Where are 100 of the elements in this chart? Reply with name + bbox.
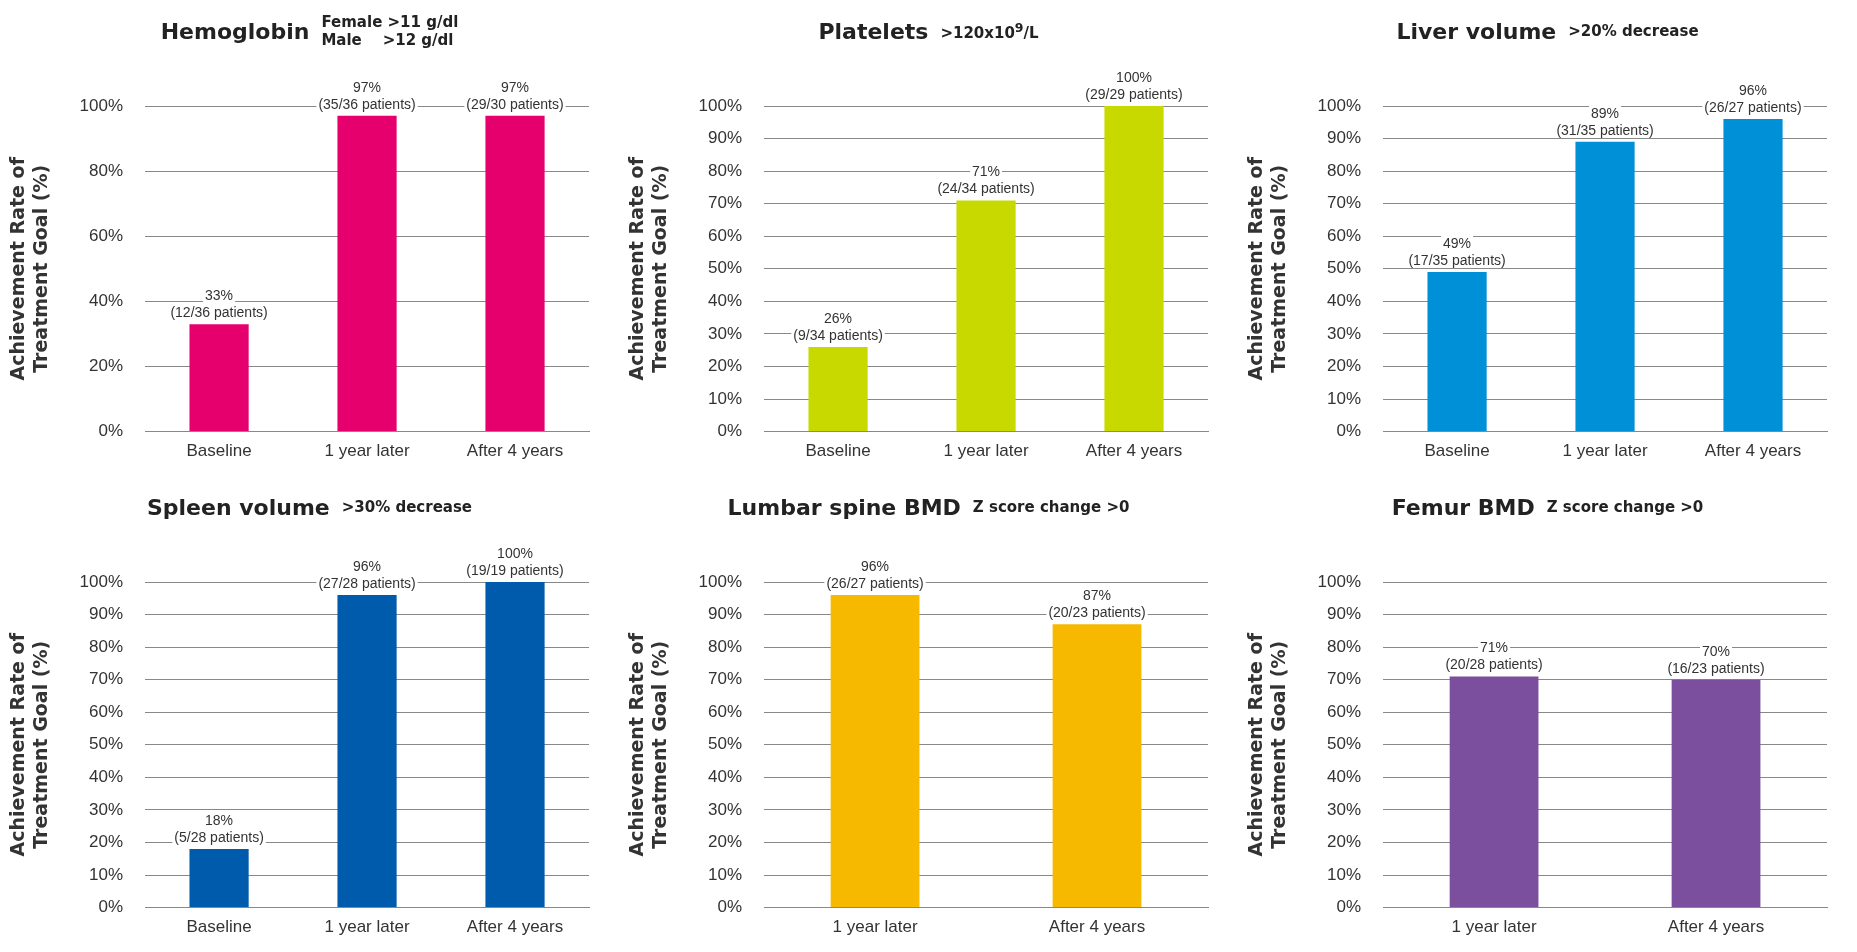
y-tick-label: 60% bbox=[1327, 225, 1362, 245]
data-label: 26% (9/34 patients) bbox=[793, 309, 883, 343]
bar bbox=[808, 346, 868, 432]
y-tick-label: 90% bbox=[708, 604, 743, 624]
y-tick-label: 30% bbox=[708, 799, 743, 819]
chart-subtitle: >120x10$^{9}$/L bbox=[940, 20, 1039, 42]
data-label: 70% (16/23 patients) bbox=[1667, 642, 1765, 676]
x-tick-label: After 4 years bbox=[1085, 441, 1183, 461]
data-label: 49% (17/35 patients) bbox=[1408, 234, 1506, 268]
x-tick-label: Baseline bbox=[1424, 441, 1490, 461]
data-label: 100% (29/29 patients) bbox=[1085, 68, 1183, 102]
y-tick-label: 40% bbox=[1327, 767, 1362, 787]
y-tick-label: 0% bbox=[717, 897, 743, 917]
y-tick-label: 0% bbox=[1336, 897, 1362, 917]
chart-title: Platelets bbox=[818, 18, 929, 44]
x-tick-label: After 4 years bbox=[1048, 917, 1146, 937]
y-tick-label: 50% bbox=[708, 258, 743, 278]
y-tick-label: 50% bbox=[708, 734, 743, 754]
y-tick-label: 80% bbox=[89, 160, 124, 180]
y-tick-label: 100% bbox=[79, 571, 124, 591]
y-tick-label: 70% bbox=[89, 669, 124, 689]
bar bbox=[1575, 141, 1635, 432]
y-tick-label: 10% bbox=[708, 388, 743, 408]
bar bbox=[337, 595, 397, 908]
y-tick-label: 100% bbox=[698, 95, 743, 115]
y-tick-label: 10% bbox=[89, 864, 124, 884]
data-label: 97% (35/36 patients) bbox=[318, 78, 416, 112]
x-tick-label: 1 year later bbox=[324, 917, 410, 937]
y-tick-label: 70% bbox=[1327, 669, 1362, 689]
x-tick-label: 1 year later bbox=[1451, 917, 1537, 937]
x-tick-label: 1 year later bbox=[324, 441, 410, 461]
y-tick-label: 40% bbox=[708, 291, 743, 311]
y-tick-label: 10% bbox=[1327, 864, 1362, 884]
y-axis-title: Achievement Rate of Treatment Goal (%) bbox=[1244, 156, 1290, 381]
data-label: 87% (20/23 patients) bbox=[1048, 587, 1146, 621]
y-tick-label: 20% bbox=[708, 832, 743, 852]
chart-title: Hemoglobin bbox=[160, 18, 310, 44]
x-tick-label: After 4 years bbox=[1667, 917, 1765, 937]
y-tick-label: 30% bbox=[708, 323, 743, 343]
y-tick-label: 10% bbox=[708, 864, 743, 884]
x-tick-label: After 4 years bbox=[466, 441, 564, 461]
bar bbox=[189, 848, 249, 908]
y-tick-label: 100% bbox=[1317, 95, 1362, 115]
data-label: 96% (27/28 patients) bbox=[318, 557, 416, 591]
x-tick-label: Baseline bbox=[186, 917, 252, 937]
x-tick-label: 1 year later bbox=[1562, 441, 1648, 461]
bar bbox=[1427, 272, 1487, 432]
y-tick-label: 60% bbox=[1327, 701, 1362, 721]
y-tick-label: 0% bbox=[1336, 421, 1362, 441]
y-tick-label: 90% bbox=[1327, 128, 1362, 148]
y-tick-label: 100% bbox=[1317, 571, 1362, 591]
y-tick-label: 40% bbox=[89, 767, 124, 787]
data-label: 89% (31/35 patients) bbox=[1556, 104, 1654, 138]
data-label: 96% (26/27 patients) bbox=[826, 557, 924, 591]
x-tick-label: Baseline bbox=[805, 441, 871, 461]
y-tick-label: 90% bbox=[708, 128, 743, 148]
data-label: 100% (19/19 patients) bbox=[466, 544, 564, 578]
chart-title: Lumbar spine BMD bbox=[727, 494, 961, 520]
y-tick-label: 10% bbox=[1327, 388, 1362, 408]
data-label: 97% (29/30 patients) bbox=[466, 78, 564, 112]
chart-title: Spleen volume bbox=[146, 494, 330, 520]
y-tick-label: 60% bbox=[708, 701, 743, 721]
y-tick-label: 30% bbox=[1327, 323, 1362, 343]
y-tick-label: 20% bbox=[1327, 356, 1362, 376]
y-axis-title: Achievement Rate of Treatment Goal (%) bbox=[1244, 632, 1290, 857]
y-tick-label: 80% bbox=[708, 636, 743, 656]
x-tick-label: After 4 years bbox=[466, 917, 564, 937]
x-tick-label: 1 year later bbox=[832, 917, 918, 937]
y-tick-label: 90% bbox=[89, 604, 124, 624]
y-tick-label: 40% bbox=[1327, 291, 1362, 311]
y-axis-title: Achievement Rate of Treatment Goal (%) bbox=[625, 156, 671, 381]
data-label: 71% (24/34 patients) bbox=[937, 163, 1035, 197]
y-axis-title: Achievement Rate of Treatment Goal (%) bbox=[625, 632, 671, 857]
x-tick-label: After 4 years bbox=[1704, 441, 1802, 461]
y-axis-title: Achievement Rate of Treatment Goal (%) bbox=[6, 156, 52, 381]
data-label: 96% (26/27 patients) bbox=[1704, 81, 1802, 115]
y-tick-label: 40% bbox=[708, 767, 743, 787]
chart-title: Femur BMD bbox=[1391, 494, 1535, 520]
y-tick-label: 60% bbox=[89, 701, 124, 721]
chart-subtitle: >20% decrease bbox=[1568, 22, 1699, 40]
y-tick-label: 30% bbox=[89, 799, 124, 819]
y-tick-label: 20% bbox=[1327, 832, 1362, 852]
y-tick-label: 60% bbox=[708, 225, 743, 245]
y-tick-label: 100% bbox=[698, 571, 743, 591]
y-tick-label: 0% bbox=[717, 421, 743, 441]
y-tick-label: 80% bbox=[89, 636, 124, 656]
chart-subtitle: Female >11 g/dl Male >12 g/dl bbox=[321, 13, 459, 49]
y-tick-label: 50% bbox=[1327, 258, 1362, 278]
bar bbox=[485, 582, 545, 908]
y-tick-label: 100% bbox=[79, 95, 124, 115]
bar bbox=[1104, 106, 1164, 432]
y-tick-label: 80% bbox=[1327, 160, 1362, 180]
chart-subtitle: >30% decrease bbox=[341, 498, 473, 516]
y-tick-label: 80% bbox=[1327, 636, 1362, 656]
y-tick-label: 20% bbox=[708, 356, 743, 376]
chart-title: Liver volume bbox=[1396, 18, 1557, 44]
y-tick-label: 60% bbox=[89, 225, 124, 245]
y-axis-title: Achievement Rate of Treatment Goal (%) bbox=[6, 632, 52, 857]
y-tick-label: 20% bbox=[89, 832, 124, 852]
y-tick-label: 70% bbox=[708, 669, 743, 689]
